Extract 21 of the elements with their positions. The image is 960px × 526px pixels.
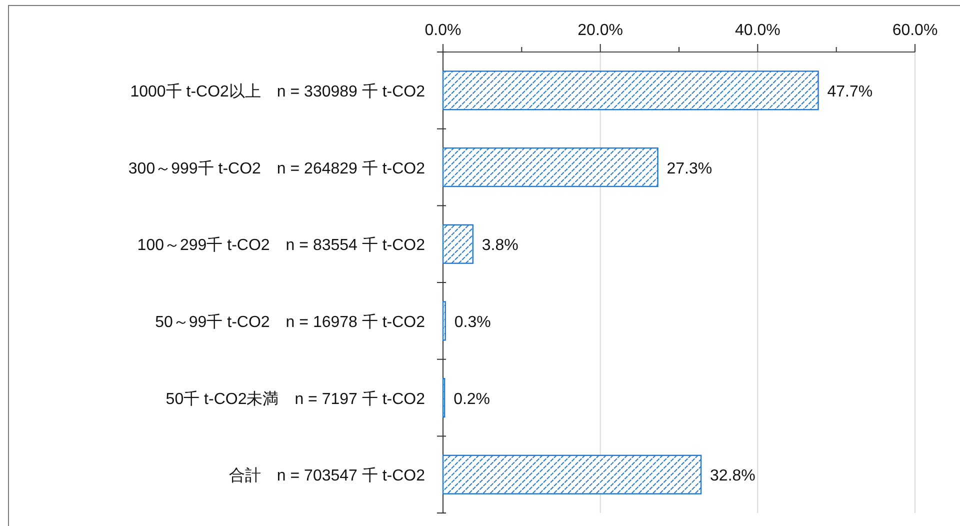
x-tick-label: 60.0% [892,22,938,39]
bar [442,70,819,110]
bar [442,454,702,494]
data-label: 47.7% [827,83,873,100]
bar [442,301,446,341]
x-tick-label: 0.0% [424,22,462,39]
data-label: 0.3% [454,314,491,331]
data-label: 0.2% [454,390,490,408]
x-tick-label: 20.0% [578,22,624,39]
y-tick-label: 1000千 t-CO2以上 n = 330989 千 t-CO2 [130,82,426,100]
y-tick-label: 50～99千 t-CO2 n = 16978 千 t-CO2 [155,312,426,331]
bar [442,224,474,264]
data-label: 27.3% [666,160,712,178]
data-label: 32.8% [710,468,756,485]
data-label: 3.8% [482,237,518,254]
x-tick-label: 40.0% [734,22,780,39]
y-tick-label: 100～299千 t-CO2 n = 83554 千 t-CO2 [137,236,426,254]
y-tick-label: 合計 n = 703547 千 t-CO2 [228,466,426,485]
y-tick-label: 50千 t-CO2未満 n = 7197 千 t-CO2 [166,390,426,408]
bar [442,147,658,188]
y-tick-label: 300～999千 t-CO2 n = 264829 千 t-CO2 [128,159,426,178]
